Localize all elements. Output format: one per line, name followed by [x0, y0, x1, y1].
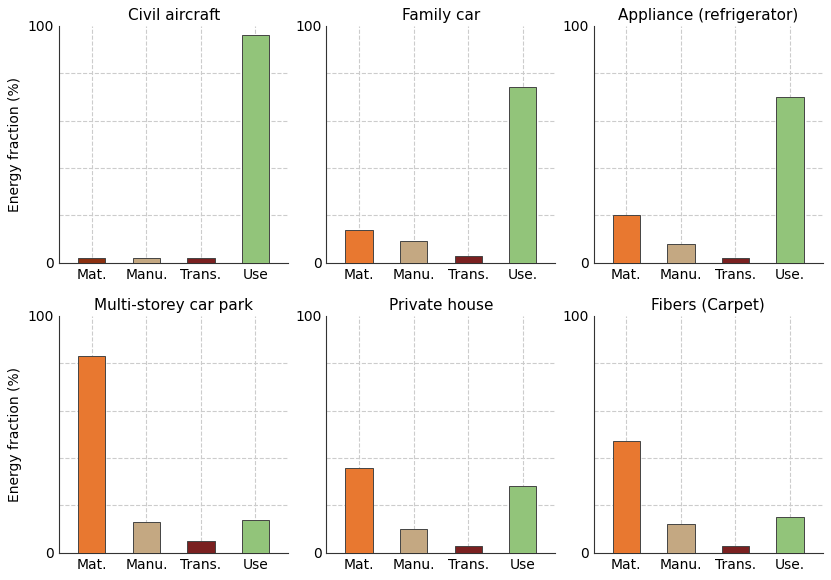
Title: Family car: Family car: [401, 8, 480, 23]
Bar: [346, 467, 373, 553]
Bar: [667, 524, 695, 553]
Y-axis label: Energy fraction (%): Energy fraction (%): [8, 367, 22, 502]
Bar: [509, 88, 536, 263]
Bar: [612, 441, 640, 553]
Bar: [455, 546, 482, 553]
Bar: [133, 522, 160, 553]
Bar: [78, 258, 106, 263]
Bar: [133, 258, 160, 263]
Y-axis label: Energy fraction (%): Energy fraction (%): [8, 77, 22, 212]
Bar: [776, 517, 804, 553]
Bar: [455, 256, 482, 263]
Title: Appliance (refrigerator): Appliance (refrigerator): [618, 8, 799, 23]
Bar: [612, 215, 640, 263]
Title: Private house: Private house: [389, 298, 493, 313]
Bar: [509, 487, 536, 553]
Title: Multi-storey car park: Multi-storey car park: [94, 298, 253, 313]
Bar: [242, 520, 269, 553]
Bar: [722, 258, 749, 263]
Bar: [667, 244, 695, 263]
Bar: [346, 230, 373, 263]
Bar: [78, 356, 106, 553]
Bar: [187, 258, 214, 263]
Bar: [776, 97, 804, 263]
Title: Civil aircraft: Civil aircraft: [127, 8, 219, 23]
Bar: [187, 541, 214, 553]
Bar: [242, 35, 269, 263]
Bar: [400, 529, 427, 553]
Bar: [400, 241, 427, 263]
Title: Fibers (Carpet): Fibers (Carpet): [652, 298, 765, 313]
Bar: [722, 546, 749, 553]
